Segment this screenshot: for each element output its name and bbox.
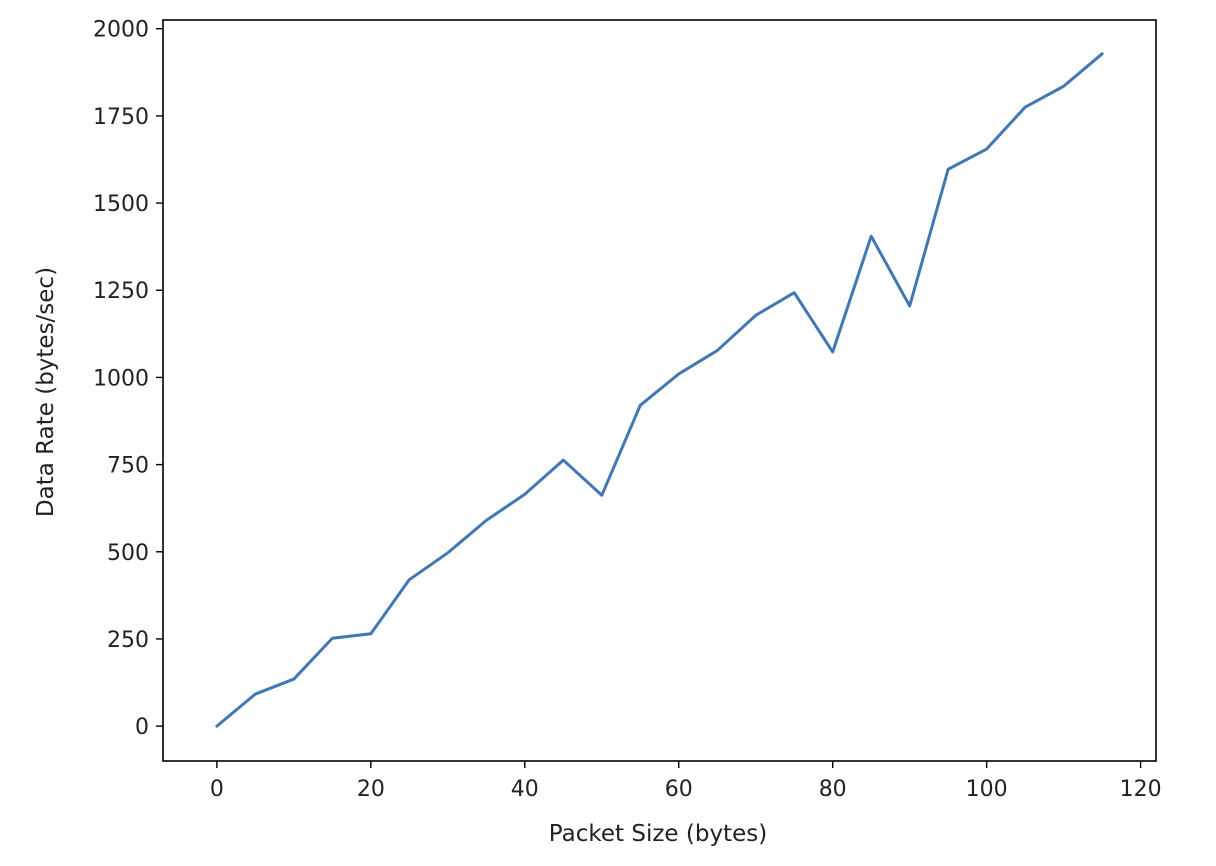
y-tick-label: 2000: [93, 18, 149, 43]
x-axis-label: Packet Size (bytes): [549, 821, 767, 847]
y-tick-label: 250: [107, 628, 149, 653]
x-tick-label: 120: [1120, 777, 1162, 802]
y-tick-label: 500: [107, 541, 149, 566]
y-axis: 0 250 500 750 1000 1250 1500 1750 2000: [93, 18, 163, 740]
x-tick-label: 20: [357, 777, 385, 802]
y-tick-label: 1000: [93, 366, 149, 391]
series-group: [217, 54, 1102, 727]
y-tick-label: 750: [107, 454, 149, 479]
x-tick-label: 100: [966, 777, 1008, 802]
x-tick-label: 80: [819, 777, 847, 802]
x-tick-label: 60: [665, 777, 693, 802]
y-tick-label: 0: [135, 715, 149, 740]
y-tick-label: 1250: [93, 279, 149, 304]
y-axis-label: Data Rate (bytes/sec): [33, 267, 59, 517]
x-tick-label: 0: [210, 777, 224, 802]
series-line-0: [217, 54, 1102, 726]
x-axis: 0 20 40 60 80 100 120: [210, 761, 1162, 802]
x-tick-label: 40: [511, 777, 539, 802]
y-tick-label: 1500: [93, 192, 149, 217]
y-tick-label: 1750: [93, 105, 149, 130]
